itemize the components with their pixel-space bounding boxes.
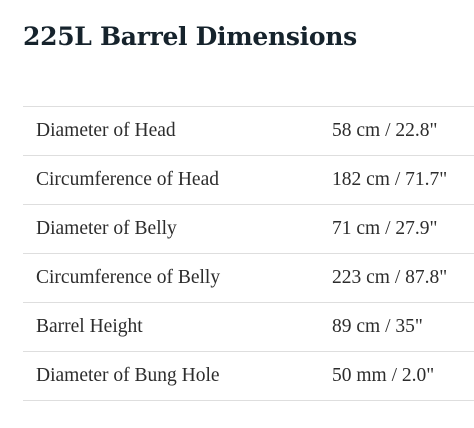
row-label: Circumference of Belly [36, 267, 221, 288]
row-value: 182 cm / 71.7" [332, 169, 448, 190]
table-row: Diameter of Bung Hole 50 mm / 2.0" [23, 351, 474, 401]
row-value: 223 cm / 87.8" [332, 267, 448, 288]
row-value: 71 cm / 27.9" [332, 218, 438, 239]
page-title: 225L Barrel Dimensions [23, 22, 357, 51]
table-row: Circumference of Head 182 cm / 71.7" [23, 155, 474, 205]
table-row: Circumference of Belly 223 cm / 87.8" [23, 253, 474, 303]
row-label: Barrel Height [36, 316, 143, 337]
row-label: Diameter of Head [36, 120, 176, 141]
row-label: Diameter of Bung Hole [36, 365, 220, 386]
row-value: 89 cm / 35" [332, 316, 423, 337]
dimensions-table: Diameter of Head 58 cm / 22.8" Circumfer… [23, 106, 474, 401]
row-label: Diameter of Belly [36, 218, 177, 239]
row-value: 50 mm / 2.0" [332, 365, 435, 386]
row-label: Circumference of Head [36, 169, 219, 190]
table-row: Diameter of Belly 71 cm / 27.9" [23, 204, 474, 254]
row-value: 58 cm / 22.8" [332, 120, 438, 141]
table-row: Diameter of Head 58 cm / 22.8" [23, 106, 474, 156]
table-row: Barrel Height 89 cm / 35" [23, 302, 474, 352]
